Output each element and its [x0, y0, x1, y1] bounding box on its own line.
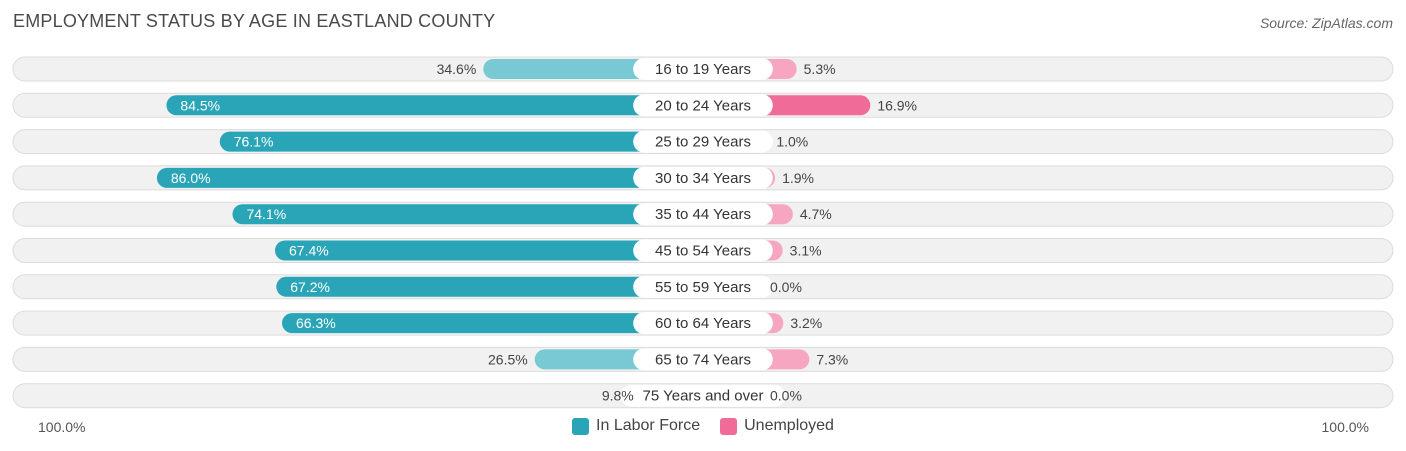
category-label: 65 to 74 Years	[655, 351, 751, 368]
category-pill	[633, 130, 773, 153]
value-label-labor: 84.5%	[180, 97, 220, 113]
bar-in-labor-force	[156, 167, 703, 188]
value-label-unemployed: 3.2%	[790, 315, 822, 331]
category-label: 25 to 29 Years	[655, 134, 751, 151]
legend-label-unemployed: Unemployed	[744, 417, 834, 434]
source-credit: Source: ZipAtlas.com	[1259, 15, 1393, 31]
value-label-unemployed: 16.9%	[877, 97, 917, 113]
category-label: 45 to 54 Years	[655, 243, 751, 260]
category-label: 20 to 24 Years	[655, 97, 751, 114]
category-pill	[633, 239, 773, 262]
category-label: 75 Years and over	[643, 388, 764, 405]
category-label: 35 to 44 Years	[655, 206, 751, 223]
category-pill	[633, 203, 773, 226]
value-label-labor: 67.2%	[290, 279, 330, 295]
legend-swatch-unemployed	[720, 417, 738, 435]
legend-label-labor: In Labor Force	[596, 417, 701, 434]
value-label-unemployed: 5.3%	[804, 61, 836, 77]
value-label-labor: 74.1%	[246, 206, 286, 222]
legend-swatch-labor	[572, 417, 590, 435]
value-label-unemployed: 4.7%	[800, 206, 832, 222]
category-pill	[633, 58, 773, 80]
category-label: 60 to 64 Years	[655, 315, 751, 332]
value-label-unemployed: 0.0%	[770, 388, 802, 404]
value-label-labor: 76.1%	[234, 134, 274, 150]
axis-right-label: 100.0%	[1321, 419, 1369, 435]
category-label: 55 to 59 Years	[655, 279, 751, 296]
bar-in-labor-force	[276, 276, 703, 297]
value-label-unemployed: 7.3%	[816, 351, 848, 367]
value-label-labor: 34.6%	[437, 61, 477, 77]
category-pill	[633, 348, 773, 371]
axis-left-label: 100.0%	[38, 419, 86, 435]
value-label-labor: 9.8%	[602, 388, 634, 404]
bar-in-labor-force	[166, 95, 704, 116]
category-label: 30 to 34 Years	[655, 170, 751, 187]
legend-item-labor[interactable]: In Labor Force	[572, 417, 700, 435]
bar-in-labor-force	[281, 313, 703, 334]
value-label-labor: 26.5%	[488, 351, 528, 367]
category-label: 16 to 19 Years	[655, 61, 751, 78]
category-pill	[620, 384, 786, 407]
bar-in-labor-force	[275, 240, 703, 261]
category-pill	[633, 312, 773, 335]
value-label-unemployed: 0.0%	[770, 279, 802, 295]
value-label-labor: 66.3%	[296, 315, 336, 331]
category-pill	[633, 94, 773, 117]
value-label-labor: 67.4%	[289, 243, 329, 259]
chart-title: EMPLOYMENT STATUS BY AGE IN EASTLAND COU…	[13, 11, 496, 31]
value-label-unemployed: 1.9%	[782, 170, 814, 186]
bar-in-labor-force	[232, 204, 703, 225]
value-label-unemployed: 3.1%	[790, 243, 822, 259]
bar-in-labor-force	[219, 131, 703, 152]
legend-item-unemployed[interactable]: Unemployed	[720, 417, 834, 435]
legend: In Labor Force Unemployed	[0, 417, 1406, 435]
category-pill	[633, 166, 773, 189]
value-label-labor: 86.0%	[171, 170, 211, 186]
value-label-unemployed: 1.0%	[776, 134, 808, 150]
category-pill	[633, 275, 773, 298]
